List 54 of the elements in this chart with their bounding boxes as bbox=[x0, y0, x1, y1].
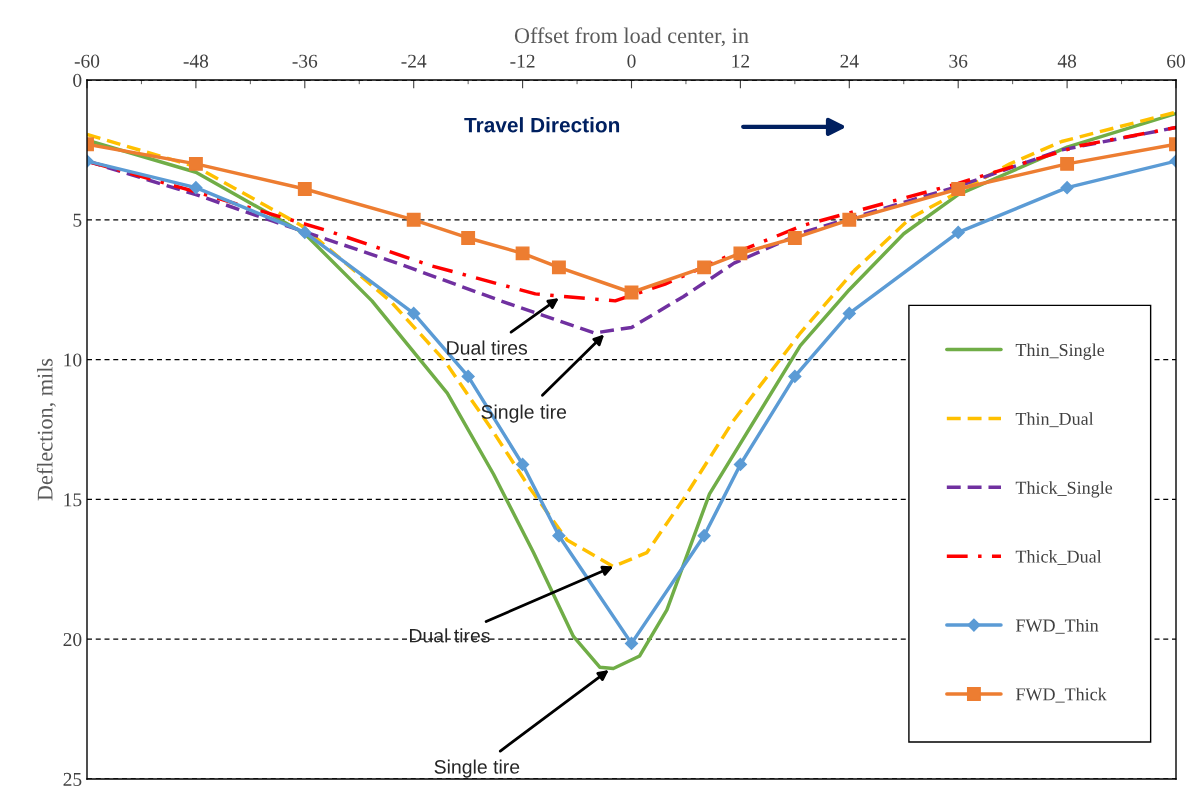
x-tick-label: 36 bbox=[949, 54, 968, 68]
point bbox=[461, 369, 475, 383]
x-tick-label: -12 bbox=[510, 54, 535, 68]
point bbox=[697, 529, 711, 543]
point bbox=[515, 246, 530, 261]
x-tick-label: 12 bbox=[732, 54, 750, 68]
point bbox=[461, 231, 476, 245]
point bbox=[951, 182, 966, 196]
y-tick-label: 5 bbox=[73, 213, 82, 227]
point bbox=[552, 529, 566, 543]
y-axis-title: Deflection, mils bbox=[36, 358, 56, 501]
x-tick-label: 48 bbox=[1057, 54, 1077, 68]
point bbox=[842, 212, 857, 227]
legend-label: Thick_Single bbox=[1015, 481, 1113, 498]
y-tick-label: 15 bbox=[64, 493, 82, 507]
legend-label: FWD_Thin bbox=[1015, 618, 1099, 634]
x-tick-label: -48 bbox=[183, 54, 209, 68]
point bbox=[297, 182, 312, 196]
point bbox=[697, 260, 712, 275]
annotation: Travel Direction bbox=[464, 117, 620, 133]
legend-label: Thin_Dual bbox=[1015, 412, 1094, 428]
y-tick-label: 25 bbox=[63, 772, 82, 786]
annotation: Dual tires bbox=[447, 340, 528, 355]
point bbox=[951, 225, 965, 239]
x-tick-label: -24 bbox=[401, 54, 427, 68]
x-tick-label: 0 bbox=[627, 54, 636, 68]
point bbox=[733, 246, 748, 261]
point bbox=[787, 231, 802, 245]
point bbox=[1060, 156, 1075, 171]
point bbox=[516, 457, 530, 472]
legend-label: Thick_Dual bbox=[1015, 550, 1102, 565]
point bbox=[188, 156, 203, 171]
point bbox=[551, 260, 566, 275]
legend-label: Thin_Single bbox=[1015, 343, 1105, 360]
point bbox=[189, 181, 203, 195]
x-tick-label: -60 bbox=[74, 54, 100, 68]
point bbox=[842, 306, 856, 321]
y-tick-label: 20 bbox=[63, 633, 82, 647]
annotation: Single tire bbox=[434, 759, 520, 778]
point bbox=[298, 225, 312, 239]
point bbox=[733, 457, 747, 472]
x-tick-label: 24 bbox=[840, 54, 859, 68]
x-tick-label: -36 bbox=[292, 54, 318, 68]
point bbox=[1060, 181, 1074, 195]
point bbox=[788, 369, 802, 383]
legend-label: FWD_Thick bbox=[1015, 687, 1107, 703]
y-tick-label: 10 bbox=[64, 353, 82, 367]
annotation: Dual tires bbox=[409, 628, 490, 643]
point bbox=[406, 212, 421, 227]
point bbox=[624, 636, 639, 650]
y-tick-label: 0 bbox=[73, 73, 82, 87]
point bbox=[407, 306, 421, 321]
x-axis-title: Offset from load center, in bbox=[514, 27, 749, 47]
x-tick-label: 60 bbox=[1167, 54, 1185, 68]
